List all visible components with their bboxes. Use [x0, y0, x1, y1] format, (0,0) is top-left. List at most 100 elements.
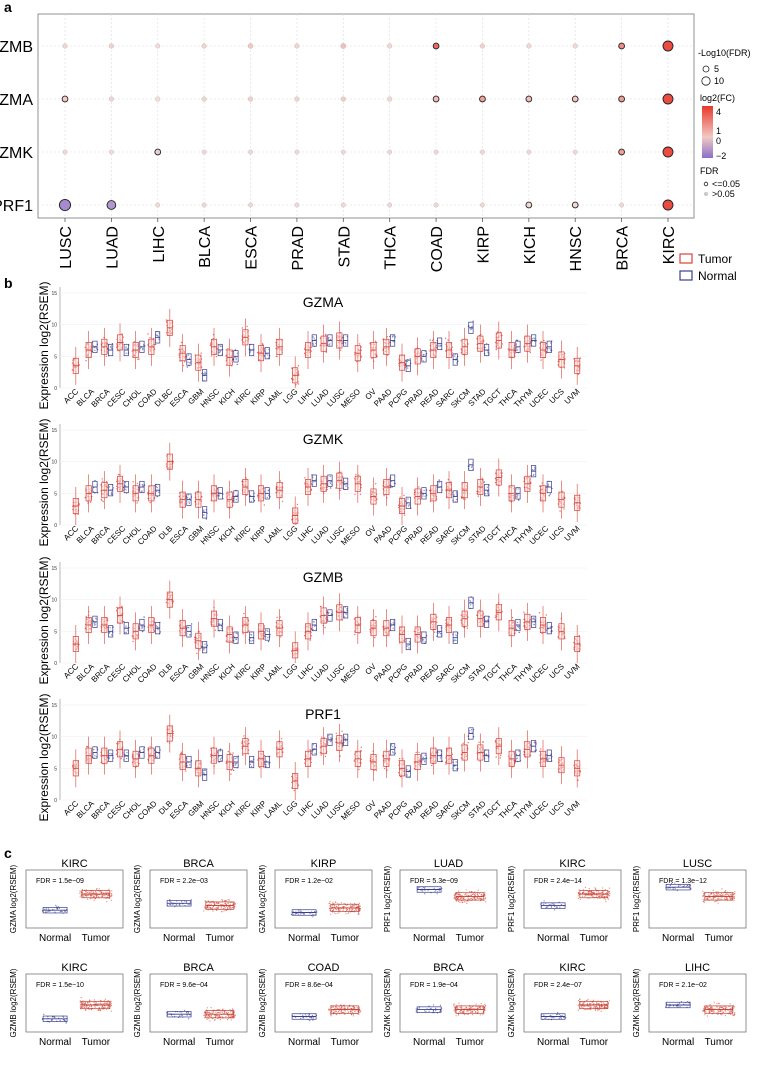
tumor-point: [221, 899, 223, 901]
box-xtick-label: LAML: [263, 524, 285, 546]
normal-point: [312, 913, 314, 915]
box-ylabel: Expression log2(RSEM): [37, 281, 51, 409]
normal-point: [219, 345, 221, 347]
normal-point: [312, 342, 314, 345]
small-plot-title: BRCA: [183, 858, 214, 870]
tumor-point: [111, 895, 113, 897]
tumor-point: [545, 614, 547, 616]
normal-point: [389, 486, 392, 489]
tumor-point: [204, 900, 206, 902]
tumor-point: [375, 483, 377, 485]
legend-fdr-point: [703, 191, 709, 197]
tumor-point: [246, 325, 248, 328]
normal-point: [108, 486, 111, 488]
tumor-point: [84, 346, 86, 349]
tumor-point: [180, 751, 183, 753]
tumor-point: [210, 355, 213, 357]
legend-fdr-title: FDR: [700, 166, 719, 176]
box-xtick-label: LAML: [263, 799, 285, 821]
tumor-point: [234, 903, 236, 905]
tumor-point: [83, 894, 85, 897]
tumor-point: [199, 649, 201, 651]
legend-colorbar-tick: −2: [716, 151, 726, 161]
normal-point: [235, 359, 237, 361]
normal-point: [158, 491, 160, 493]
tumor-point: [359, 493, 362, 495]
normal-point: [155, 485, 158, 488]
tumor-point: [220, 907, 222, 909]
normal-point: [515, 339, 517, 341]
normal-point: [312, 916, 314, 918]
normal-point: [313, 337, 315, 339]
tumor-point: [210, 903, 212, 905]
tumor-point: [304, 477, 306, 479]
tumor-point: [89, 898, 92, 900]
tumor-point: [218, 902, 220, 904]
normal-point: [46, 908, 48, 910]
tumor-point: [242, 632, 244, 635]
tumor-point: [185, 770, 187, 772]
tumor-point: [418, 751, 420, 753]
tumor-point: [221, 911, 223, 913]
normal-point: [234, 349, 237, 351]
normal-point: [517, 349, 519, 351]
tumor-point: [227, 907, 229, 910]
tumor-point: [431, 764, 433, 767]
tumor-point: [229, 752, 232, 754]
tumor-point: [243, 735, 245, 737]
normal-point: [407, 367, 409, 369]
tumor-point: [298, 374, 300, 377]
box-xtick-label: LGG: [281, 524, 299, 542]
dotplot-point: [247, 96, 254, 102]
normal-point: [94, 349, 96, 352]
legend-fdr-label: >0.05: [712, 189, 735, 199]
tumor-point: [149, 501, 151, 504]
dotplot-cancer-label: KIRP: [475, 226, 492, 263]
dotplot-point: [154, 148, 162, 156]
legend-tumor-label: Tumor: [698, 252, 732, 266]
normal-point: [455, 362, 458, 364]
legend-size-label: 5: [714, 64, 719, 74]
tumor-point: [325, 351, 327, 353]
tumor-point: [358, 343, 361, 345]
normal-point: [423, 353, 425, 356]
tumor-point: [375, 616, 377, 618]
tumor-point: [398, 757, 401, 760]
tumor-point: [178, 348, 180, 351]
tumor-point: [225, 349, 227, 351]
normal-point: [547, 348, 549, 350]
dotplot-cancer-label: LIHC: [151, 226, 168, 262]
legend-tumor-swatch: [679, 253, 693, 264]
tumor-point: [384, 767, 386, 770]
normal-point: [47, 910, 49, 912]
normal-point: [158, 332, 160, 334]
tumor-point: [529, 351, 531, 354]
normal-point: [187, 361, 189, 363]
normal-point: [344, 341, 347, 344]
tumor-point: [120, 758, 122, 760]
dotplot-cancer-label: COAD: [429, 226, 446, 272]
dotplot-point: [294, 43, 300, 49]
dotplot-point: [618, 148, 625, 156]
tumor-point: [543, 339, 545, 342]
box-xtick-label: LAML: [263, 662, 285, 684]
normal-point: [46, 911, 48, 913]
dotplot-cancer-label: BRCA: [615, 226, 632, 271]
tumor-point: [339, 349, 342, 351]
tumor-point: [279, 480, 281, 482]
tumor-point: [215, 907, 217, 909]
tumor-point: [216, 909, 218, 912]
normal-point: [312, 344, 315, 346]
dotplot-point: [572, 149, 578, 155]
box-xtick-label: UVM: [563, 387, 582, 406]
small-plot-title: KIRC: [61, 858, 87, 870]
legend-normal-label: Normal: [698, 269, 737, 283]
panel-label-a: a: [4, 0, 12, 15]
tumor-point: [232, 752, 234, 754]
tumor-point: [462, 498, 465, 500]
normal-point: [189, 362, 191, 364]
tumor-point: [445, 763, 447, 765]
box-xtick-label: ESCA: [168, 524, 190, 546]
dotplot-point: [387, 43, 393, 49]
small-plot-xtick: Tumor: [82, 933, 111, 944]
